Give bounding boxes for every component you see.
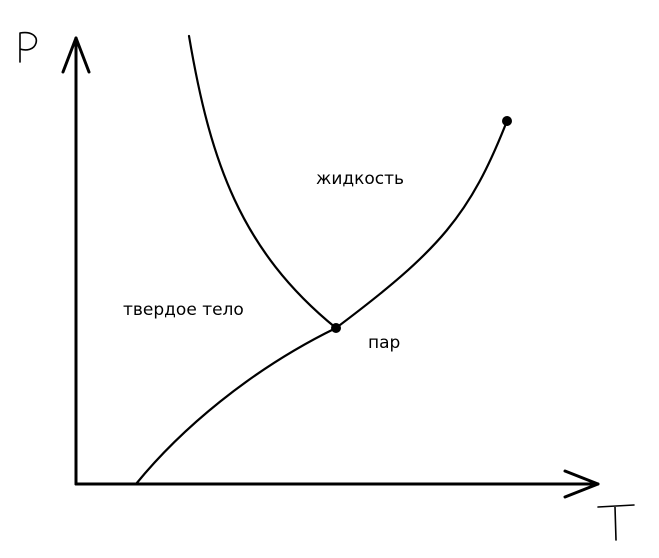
y-axis-arrowhead [61, 36, 91, 74]
critical-point-marker [502, 116, 512, 126]
solid-region-label: твердое тело [123, 300, 244, 320]
sublimation-curve [134, 326, 338, 486]
vapor-region-label: пар [368, 333, 400, 353]
y-axis-label: P [19, 31, 38, 63]
x-axis-label: T [597, 504, 635, 541]
liquid-region-label: жидкость [316, 169, 404, 189]
melting-curve [187, 34, 338, 330]
x-axis-arrowhead [563, 469, 600, 499]
triple-point-marker [331, 323, 341, 333]
vaporization-curve [334, 119, 509, 330]
